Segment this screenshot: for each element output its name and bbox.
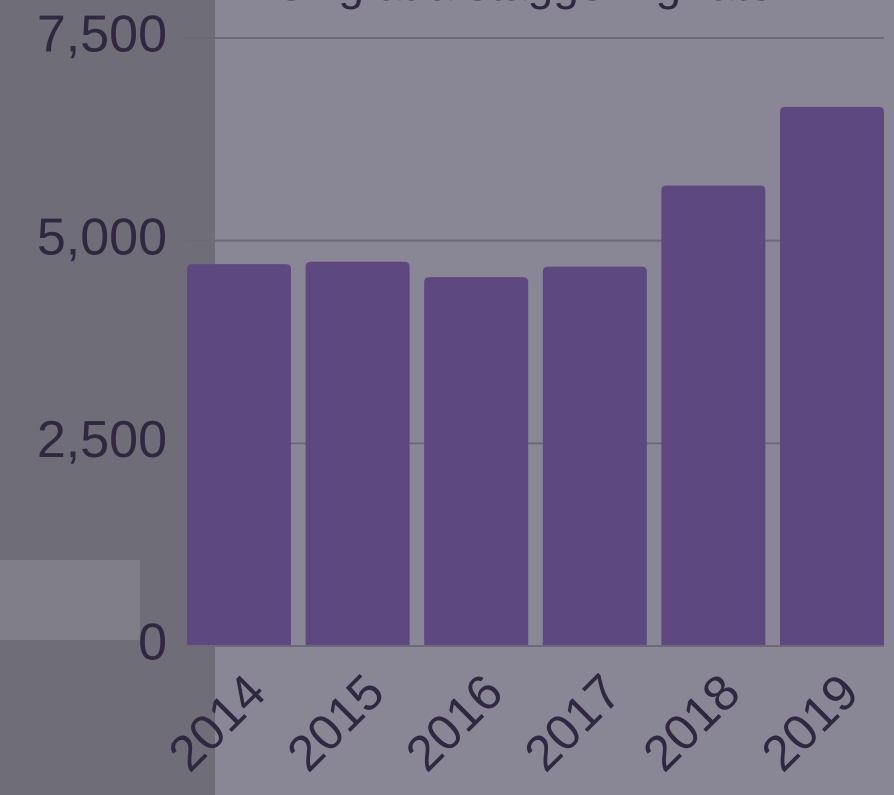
bar (780, 107, 884, 646)
y-tick-label: 2,500 (37, 411, 167, 469)
chart: rising at a staggering rate. 0 2,500 5,000… (0, 0, 894, 795)
photo-detail (0, 560, 140, 640)
y-tick-label: 7,500 (37, 6, 167, 64)
photo-backdrop (0, 0, 215, 795)
y-tick-label: 0 (138, 614, 167, 672)
bar (661, 186, 765, 646)
bar (306, 262, 410, 646)
bar (424, 277, 528, 646)
chart-title: rising at a staggering rate. (254, 0, 786, 10)
bar (543, 267, 647, 646)
bar (187, 264, 291, 646)
y-tick-label: 5,000 (37, 208, 167, 266)
